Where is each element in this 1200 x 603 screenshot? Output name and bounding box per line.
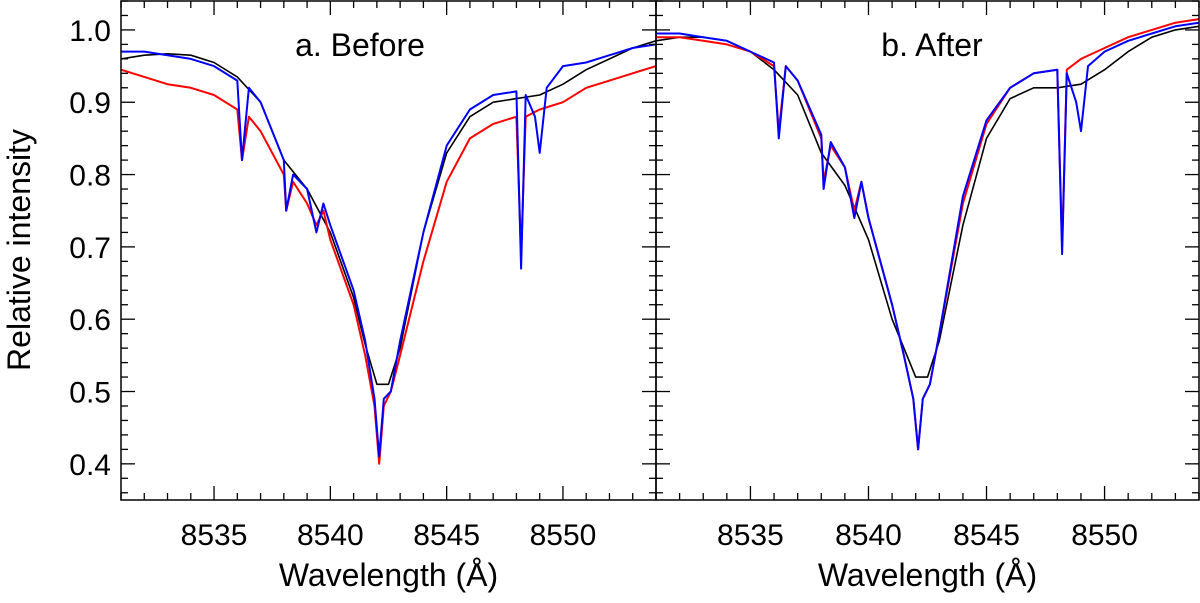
- panel-title: a. Before: [295, 27, 425, 63]
- x-tick-label: 8535: [717, 519, 784, 552]
- y-tick-label: 0.6: [69, 304, 111, 337]
- series-line-ff0000: [121, 65, 656, 465]
- series-line-000000: [121, 40, 656, 386]
- y-tick-label: 0.9: [69, 87, 111, 120]
- x-tick-label: 8550: [530, 519, 597, 552]
- panel-after: 8535 8540 8545 8550 Wavelength (Å) b. After: [655, 0, 1200, 593]
- y-tick-label: 0.7: [69, 232, 111, 265]
- x-tick-label: 8545: [953, 519, 1020, 552]
- panel-before: 8535 8540 8545 8550 0.4 0.5 0.6 0.7 0.8 0.9 1.0 Wav…: [69, 0, 657, 593]
- y-tick-label: 1.0: [69, 15, 111, 48]
- panel-title: b. After: [881, 27, 983, 63]
- plot-frame: [655, 0, 1200, 501]
- x-tick-label: 8535: [181, 519, 248, 552]
- series-line-ff0000: [656, 18, 1199, 451]
- series-line-0000ff: [121, 43, 656, 458]
- y-tick-label: 0.8: [69, 160, 111, 193]
- series-line-0000ff: [656, 21, 1199, 451]
- series-line-000000: [656, 25, 1199, 378]
- x-tick-label: 8545: [413, 519, 480, 552]
- y-tick-label: 0.4: [69, 449, 111, 482]
- x-tick-label: 8540: [297, 519, 364, 552]
- x-tick-label: 8540: [835, 519, 902, 552]
- y-axis-label: Relative intensity: [1, 129, 37, 371]
- x-axis-label: Wavelength (Å): [818, 557, 1037, 593]
- x-axis-label: Wavelength (Å): [279, 557, 498, 593]
- x-tick-label: 8550: [1071, 519, 1138, 552]
- y-tick-label: 0.5: [69, 377, 111, 410]
